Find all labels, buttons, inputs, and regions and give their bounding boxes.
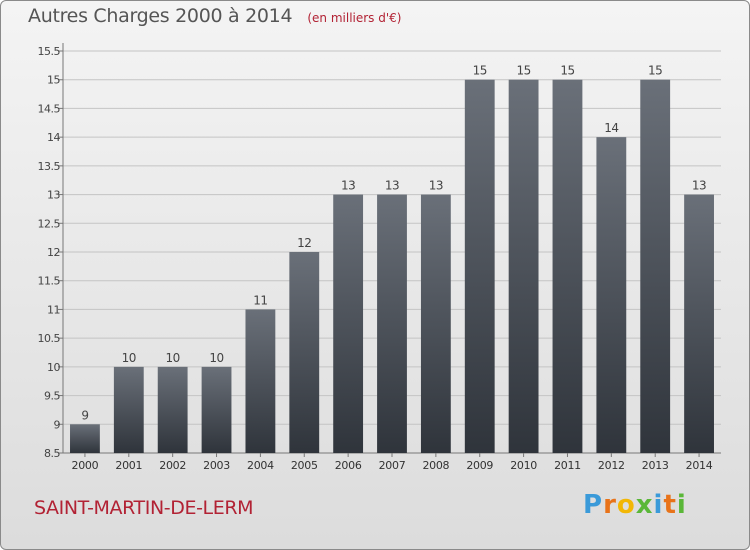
bar-value-label: 10 (166, 351, 180, 365)
bar-value-label: 13 (429, 179, 443, 193)
x-tick-label: 2004 (247, 459, 274, 472)
y-tick-label: 9.5 (44, 390, 60, 403)
bar-value-label: 15 (648, 64, 662, 78)
x-tick-label: 2008 (422, 459, 449, 472)
bar-2002 (157, 366, 188, 453)
logo-letter: r (603, 490, 617, 520)
y-tick-label: 12 (47, 246, 60, 259)
bar-2014 (684, 194, 714, 454)
x-tick-label: 2001 (115, 459, 142, 472)
y-tick-label: 9 (54, 418, 61, 431)
logo-letter: t (663, 490, 677, 520)
bar-value-label: 13 (692, 179, 706, 193)
y-tick-label: 12.5 (38, 217, 61, 230)
bar-2011 (552, 79, 583, 453)
bar-2010 (508, 79, 539, 453)
x-tick-label: 2000 (72, 459, 99, 472)
logo-letter: i (653, 490, 664, 520)
x-tick-label: 2011 (554, 459, 581, 472)
bar-value-label: 11 (253, 293, 267, 307)
bar-2008 (420, 194, 451, 454)
bar-value-label: 12 (297, 236, 311, 250)
y-tick-label: 15.5 (38, 45, 61, 58)
bar-2007 (377, 194, 407, 454)
bar-value-label: 15 (560, 64, 574, 78)
x-tick-label: 2003 (203, 459, 230, 472)
y-tick-label: 8.5 (44, 447, 60, 460)
y-tick-label: 11.5 (38, 275, 61, 288)
chart-unit-label: (en milliers d'€) (307, 11, 402, 25)
x-tick-label: 2013 (642, 459, 669, 472)
bar-2013 (640, 79, 671, 453)
bar-2006 (333, 194, 364, 454)
bar-value-label: 15 (473, 64, 487, 78)
x-tick-label: 2012 (598, 459, 625, 472)
proxiti-logo: Proxiti (583, 490, 687, 520)
bar-value-label: 9 (81, 408, 88, 422)
x-tick-label: 2009 (466, 459, 493, 472)
logo-letter: x (635, 490, 654, 520)
logo-letter: o (616, 490, 636, 520)
bar-2004 (245, 309, 276, 453)
y-tick-label: 13.5 (38, 160, 61, 173)
bar-2005 (289, 252, 320, 453)
x-tick-label: 2005 (291, 459, 318, 472)
x-tick-label: 2002 (159, 459, 186, 472)
bar-value-label: 13 (341, 179, 355, 193)
bar-2012 (596, 137, 627, 453)
y-tick-label: 10 (47, 361, 60, 374)
y-tick-label: 13 (47, 189, 60, 202)
bar-2001 (113, 366, 144, 453)
chart-title: Autres Charges 2000 à 2014 (28, 5, 293, 27)
bar-value-label: 14 (604, 121, 618, 135)
x-tick-label: 2010 (510, 459, 537, 472)
chart-header: Autres Charges 2000 à 2014 (en milliers … (28, 5, 401, 27)
bar-value-label: 10 (209, 351, 223, 365)
bar-value-label: 15 (516, 64, 530, 78)
y-tick-label: 10.5 (38, 332, 61, 345)
y-tick-label: 11 (47, 303, 60, 316)
y-tick-label: 14.5 (38, 102, 61, 115)
bar-2000 (70, 424, 100, 453)
logo-letter: i (676, 490, 687, 520)
bar-value-label: 10 (122, 351, 136, 365)
y-tick-label: 15 (47, 74, 60, 87)
bar-2009 (464, 79, 495, 453)
x-tick-label: 2006 (335, 459, 362, 472)
logo-letter: P (583, 490, 604, 520)
x-tick-label: 2014 (686, 459, 713, 472)
x-tick-label: 2007 (379, 459, 406, 472)
bar-value-label: 13 (385, 179, 399, 193)
y-tick-label: 14 (47, 131, 60, 144)
commune-name: SAINT-MARTIN-DE-LERM (34, 497, 254, 519)
bar-2003 (201, 366, 232, 453)
